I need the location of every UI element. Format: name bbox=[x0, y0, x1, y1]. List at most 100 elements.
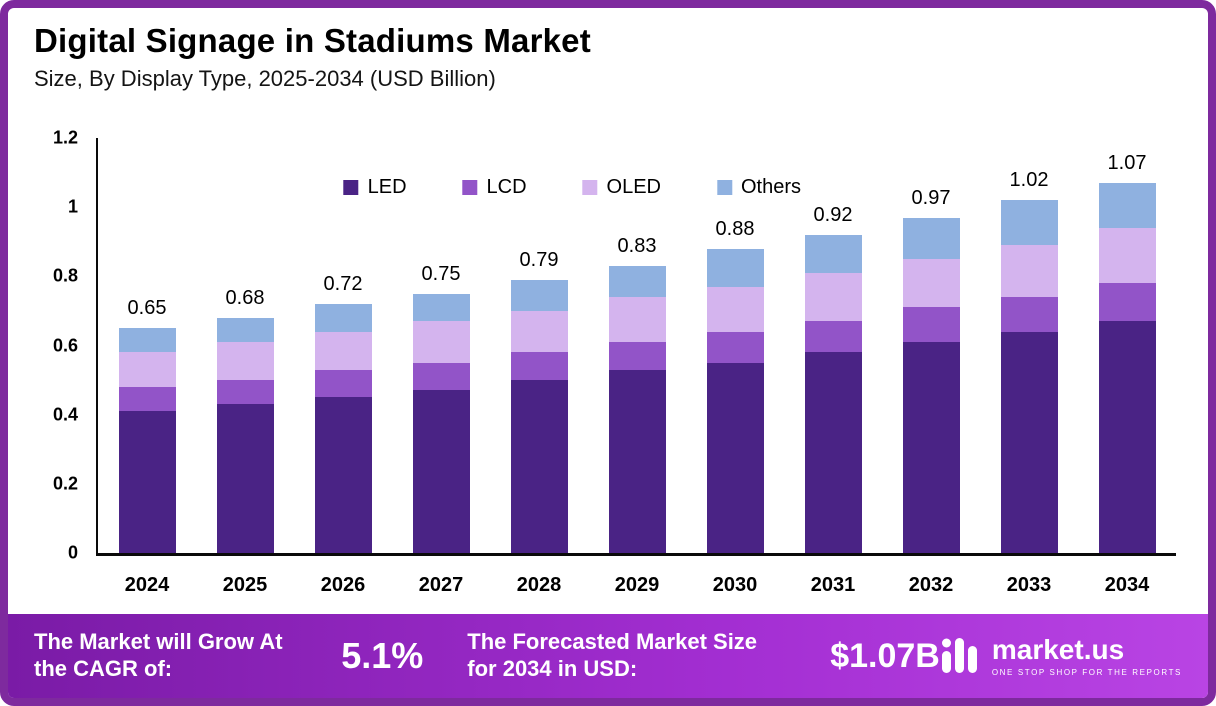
bar-total-label: 0.65 bbox=[127, 297, 167, 320]
bar-segment-led bbox=[902, 342, 960, 553]
bar-column-2033: 1.02 2033 bbox=[1000, 138, 1058, 596]
bar-column-2032: 0.97 2032 bbox=[902, 138, 960, 596]
x-axis-label: 2032 bbox=[908, 574, 954, 596]
brand-name: market.us bbox=[991, 633, 1125, 665]
bar-segment-led bbox=[216, 404, 274, 553]
cagr-label: The Market will Grow At the CAGR of: bbox=[34, 629, 283, 681]
bar-segment-led bbox=[510, 380, 568, 553]
y-axis-tick: 0.2 bbox=[52, 473, 78, 494]
cagr-value: 5.1% bbox=[341, 635, 424, 676]
legend-label: Others bbox=[740, 176, 802, 198]
legend-item-others: Others bbox=[716, 176, 802, 199]
bar-column-2030: 0.88 2030 bbox=[706, 138, 764, 596]
y-axis-tick: 0.6 bbox=[52, 335, 78, 355]
bar-segment-others bbox=[314, 304, 372, 332]
legend-label: LCD bbox=[486, 176, 527, 198]
forecast-label: The Forecasted Market Size for 2034 in U… bbox=[467, 629, 758, 681]
bar-column-2024: 0.65 2024 bbox=[118, 138, 176, 596]
legend-item-lcd: LCD bbox=[462, 176, 527, 199]
x-axis-label: 2024 bbox=[124, 574, 170, 596]
y-axis-tick: 1.2 bbox=[52, 127, 78, 148]
bar-segment-oled bbox=[314, 331, 372, 370]
bar-segment-led bbox=[804, 352, 862, 553]
brand-tagline: ONE STOP SHOP FOR THE REPORTS bbox=[991, 667, 1182, 677]
bar-column-2034: 1.07 2034 bbox=[1098, 138, 1156, 596]
bar-segment-led bbox=[1000, 331, 1058, 553]
bar-segment-oled bbox=[1000, 245, 1058, 298]
bar-segment-lcd bbox=[804, 321, 862, 353]
legend-item-oled: OLED bbox=[582, 176, 661, 199]
bar-segment-led bbox=[118, 411, 176, 553]
bar-segment-others bbox=[804, 234, 862, 273]
bar-segment-others bbox=[1000, 200, 1058, 246]
bar-total-label: 0.68 bbox=[225, 286, 265, 309]
bar-segment-others bbox=[1098, 182, 1156, 228]
y-axis-tick: 0.4 bbox=[52, 404, 78, 425]
bar-segment-others bbox=[510, 279, 568, 311]
y-axis: 0 0.2 0.4 0.6 0.8 1 1.2 bbox=[32, 128, 88, 563]
chart-subtitle: Size, By Display Type, 2025-2034 (USD Bi… bbox=[34, 66, 496, 91]
bar-column-2025: 0.68 2025 bbox=[216, 138, 274, 596]
bar-segment-oled bbox=[118, 352, 176, 387]
plot-area: 0 0.2 0.4 0.6 0.8 1 1.2 LED LCD OLED Others 0.65 2… bbox=[53, 128, 1176, 596]
x-axis-label: 2026 bbox=[320, 574, 366, 596]
bar-total-label: 0.92 bbox=[813, 203, 853, 226]
brand-text: market.us ONE STOP SHOP FOR THE REPORTS bbox=[991, 633, 1182, 677]
x-axis-label: 2031 bbox=[810, 574, 856, 596]
bar-segment-lcd bbox=[1098, 283, 1156, 322]
bar-segment-others bbox=[706, 248, 764, 287]
brand-logo: market.us ONE STOP SHOP FOR THE REPORTS bbox=[940, 633, 1182, 677]
bar-segment-others bbox=[216, 317, 274, 343]
legend-item-led: LED bbox=[343, 176, 407, 199]
legend-swatch bbox=[582, 180, 598, 195]
bar-segment-others bbox=[412, 293, 470, 322]
bar-segment-lcd bbox=[510, 352, 568, 381]
chart-title: Digital Signage in Stadiums Market bbox=[34, 22, 591, 59]
bar-segment-oled bbox=[902, 259, 960, 308]
x-axis-label: 2028 bbox=[516, 574, 562, 596]
x-axis-label: 2034 bbox=[1104, 574, 1150, 596]
chart-header: Digital Signage in Stadiums Market Size,… bbox=[34, 22, 1182, 92]
bar-segment-oled bbox=[412, 321, 470, 363]
legend-swatch bbox=[462, 180, 478, 195]
x-axis-label: 2025 bbox=[222, 574, 268, 596]
y-axis-tick: 1 bbox=[67, 196, 78, 217]
x-axis-label: 2033 bbox=[1006, 574, 1052, 596]
bar-segment-lcd bbox=[902, 307, 960, 343]
bar-segment-lcd bbox=[608, 342, 666, 370]
bar-column-2029: 0.83 2029 bbox=[608, 138, 666, 596]
y-axis-tick: 0.8 bbox=[52, 265, 78, 286]
legend-swatch bbox=[343, 180, 359, 195]
bar-total-label: 0.72 bbox=[323, 273, 363, 295]
bar-segment-oled bbox=[216, 342, 274, 381]
bar-segment-led bbox=[1098, 321, 1156, 553]
x-axis-label: 2030 bbox=[712, 574, 758, 596]
market-us-icon bbox=[941, 638, 977, 673]
bar-column-2026: 0.72 2026 bbox=[314, 138, 372, 596]
legend-label: OLED bbox=[606, 176, 661, 198]
bar-segment-lcd bbox=[118, 387, 176, 412]
legend-swatch bbox=[716, 180, 732, 195]
bar-segment-oled bbox=[510, 310, 568, 353]
bar-total-label: 0.97 bbox=[911, 186, 951, 209]
bar-segment-oled bbox=[706, 286, 764, 332]
bar-segment-others bbox=[608, 265, 666, 298]
bar-total-label: 1.02 bbox=[1009, 169, 1049, 192]
x-axis-label: 2027 bbox=[418, 574, 464, 596]
y-axis-tick: 0 bbox=[67, 542, 78, 563]
bar-total-label: 0.79 bbox=[519, 248, 559, 271]
bar-segment-lcd bbox=[706, 331, 764, 363]
bar-segment-others bbox=[118, 328, 176, 353]
bar-segment-lcd bbox=[314, 369, 372, 398]
forecast-value: $1.07B bbox=[830, 636, 940, 675]
bar-segment-lcd bbox=[1000, 297, 1058, 332]
bar-column-2027: 0.75 2027 bbox=[412, 138, 470, 596]
bar-total-label: 0.83 bbox=[617, 234, 657, 257]
x-axis-label: 2029 bbox=[614, 574, 660, 596]
bar-segment-others bbox=[902, 217, 960, 260]
bar-segment-oled bbox=[1098, 227, 1156, 284]
bar-segment-lcd bbox=[412, 362, 470, 391]
legend-label: LED bbox=[367, 176, 407, 198]
legend: LED LCD OLED Others bbox=[343, 176, 802, 199]
